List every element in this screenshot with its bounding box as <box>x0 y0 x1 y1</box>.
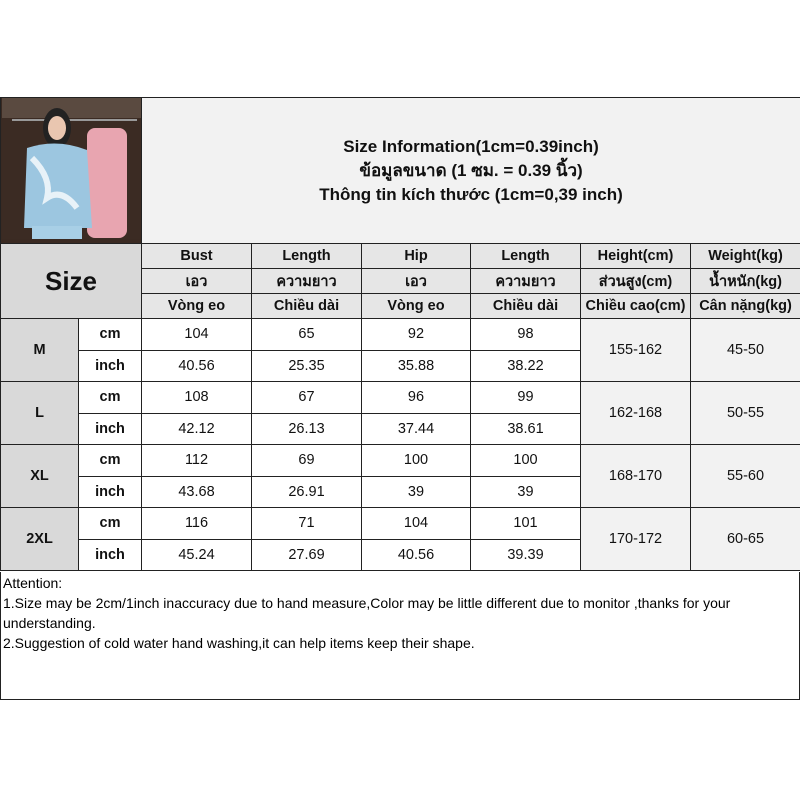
unit-cell: inch <box>78 538 142 571</box>
column-header: Chiều cao(cm) <box>580 293 691 319</box>
column-header: เอว <box>361 268 471 294</box>
column-header: น้ำหนัก(kg) <box>689 268 800 294</box>
unit-cell: cm <box>78 444 142 477</box>
attention-item: 1.Size may be 2cm/1inch inaccuracy due t… <box>3 595 731 631</box>
value-cell: 38.22 <box>470 349 581 382</box>
weight-cell: 50-55 <box>689 381 800 445</box>
attention-item: 2.Suggestion of cold water hand washing,… <box>3 635 475 651</box>
value-cell: 26.13 <box>251 412 362 445</box>
value-cell: 100 <box>470 444 581 477</box>
value-cell: 39 <box>361 475 471 508</box>
unit-cell: inch <box>78 412 142 445</box>
value-cell: 116 <box>141 507 252 540</box>
column-header: Vòng eo <box>141 293 252 319</box>
column-header: Weight(kg) <box>689 243 800 269</box>
value-cell: 71 <box>251 507 362 540</box>
value-cell: 65 <box>251 318 362 351</box>
weight-cell: 55-60 <box>689 444 800 508</box>
table-row: inch 43.68 26.91 39 39 <box>1 475 800 508</box>
value-cell: 42.12 <box>141 412 252 445</box>
value-cell: 100 <box>361 444 471 477</box>
column-header: Length <box>251 243 362 269</box>
column-header: Vòng eo <box>361 293 471 319</box>
size-cell: L <box>0 381 79 445</box>
value-cell: 67 <box>251 381 362 414</box>
column-header: Hip <box>361 243 471 269</box>
unit-cell: cm <box>78 507 142 540</box>
product-photo <box>0 97 142 244</box>
value-cell: 39 <box>470 475 581 508</box>
height-cell: 155-162 <box>580 318 691 382</box>
column-header: เอว <box>141 268 252 294</box>
size-info-title: Size Information(1cm=0.39inch) ข้อมูลขนา… <box>140 97 800 244</box>
value-cell: 39.39 <box>470 538 581 571</box>
value-cell: 101 <box>470 507 581 540</box>
unit-cell: cm <box>78 381 142 414</box>
value-cell: 45.24 <box>141 538 252 571</box>
height-cell: 162-168 <box>580 381 691 445</box>
value-cell: 43.68 <box>141 475 252 508</box>
value-cell: 112 <box>141 444 252 477</box>
size-cell: XL <box>0 444 79 508</box>
value-cell: 27.69 <box>251 538 362 571</box>
attention-notes: Attention: 1.Size may be 2cm/1inch inacc… <box>0 572 800 700</box>
column-header: Chiều dài <box>470 293 581 319</box>
value-cell: 69 <box>251 444 362 477</box>
value-cell: 99 <box>470 381 581 414</box>
size-cell: 2XL <box>0 507 79 571</box>
value-cell: 96 <box>361 381 471 414</box>
column-header: ความยาว <box>470 268 581 294</box>
table-row: XL cm 112 69 100 100 168-170 55-60 <box>0 444 800 508</box>
height-cell: 168-170 <box>580 444 691 508</box>
value-cell: 35.88 <box>361 349 471 382</box>
column-header: Chiều dài <box>251 293 362 319</box>
value-cell: 98 <box>470 318 581 351</box>
size-chart: Size Information(1cm=0.39inch) ข้อมูลขนา… <box>0 97 800 571</box>
title-thai: ข้อมูลขนาด (1 ซม. = 0.39 นิ้ว) <box>359 160 583 180</box>
size-cell: M <box>0 318 79 382</box>
title-vietnamese: Thông tin kích thước (1cm=0,39 inch) <box>319 184 623 204</box>
size-header: Size <box>0 243 142 319</box>
column-header: Cân nặng(kg) <box>689 293 800 319</box>
value-cell: 38.61 <box>470 412 581 445</box>
value-cell: 40.56 <box>361 538 471 571</box>
value-cell: 108 <box>141 381 252 414</box>
weight-cell: 45-50 <box>689 318 800 382</box>
weight-cell: 60-65 <box>689 507 800 571</box>
value-cell: 104 <box>361 507 471 540</box>
value-cell: 25.35 <box>251 349 362 382</box>
unit-cell: cm <box>78 318 142 351</box>
value-cell: 40.56 <box>141 349 252 382</box>
table-row: 2XL cm 116 71 104 101 170-172 60-65 <box>0 507 800 571</box>
column-header: Bust <box>141 243 252 269</box>
attention-heading: Attention: <box>3 575 63 591</box>
header-row: Size Bust Length Hip Length Height(cm) Weight(… <box>0 243 800 319</box>
column-header: ส่วนสูง(cm) <box>580 268 691 294</box>
column-header: Height(cm) <box>580 243 691 269</box>
table-row: inch 45.24 27.69 40.56 39.39 <box>1 538 800 571</box>
value-cell: 26.91 <box>251 475 362 508</box>
column-header: ความยาว <box>251 268 362 294</box>
table-row: inch 40.56 25.35 35.88 38.22 <box>1 349 800 382</box>
header-row: Vòng eo Chiều dài Vòng eo Chiều dài Chiều ca… <box>1 293 800 319</box>
value-cell: 37.44 <box>361 412 471 445</box>
value-cell: 92 <box>361 318 471 351</box>
header-row: เอว ความยาว เอว ความยาว ส่วนสูง(cm) น้ำหนัก(k… <box>1 268 800 294</box>
unit-cell: inch <box>78 475 142 508</box>
unit-cell: inch <box>78 349 142 382</box>
height-cell: 170-172 <box>580 507 691 571</box>
column-header: Length <box>470 243 581 269</box>
title-english: Size Information(1cm=0.39inch) <box>343 136 599 156</box>
value-cell: 104 <box>141 318 252 351</box>
table-row: inch 42.12 26.13 37.44 38.61 <box>1 412 800 445</box>
